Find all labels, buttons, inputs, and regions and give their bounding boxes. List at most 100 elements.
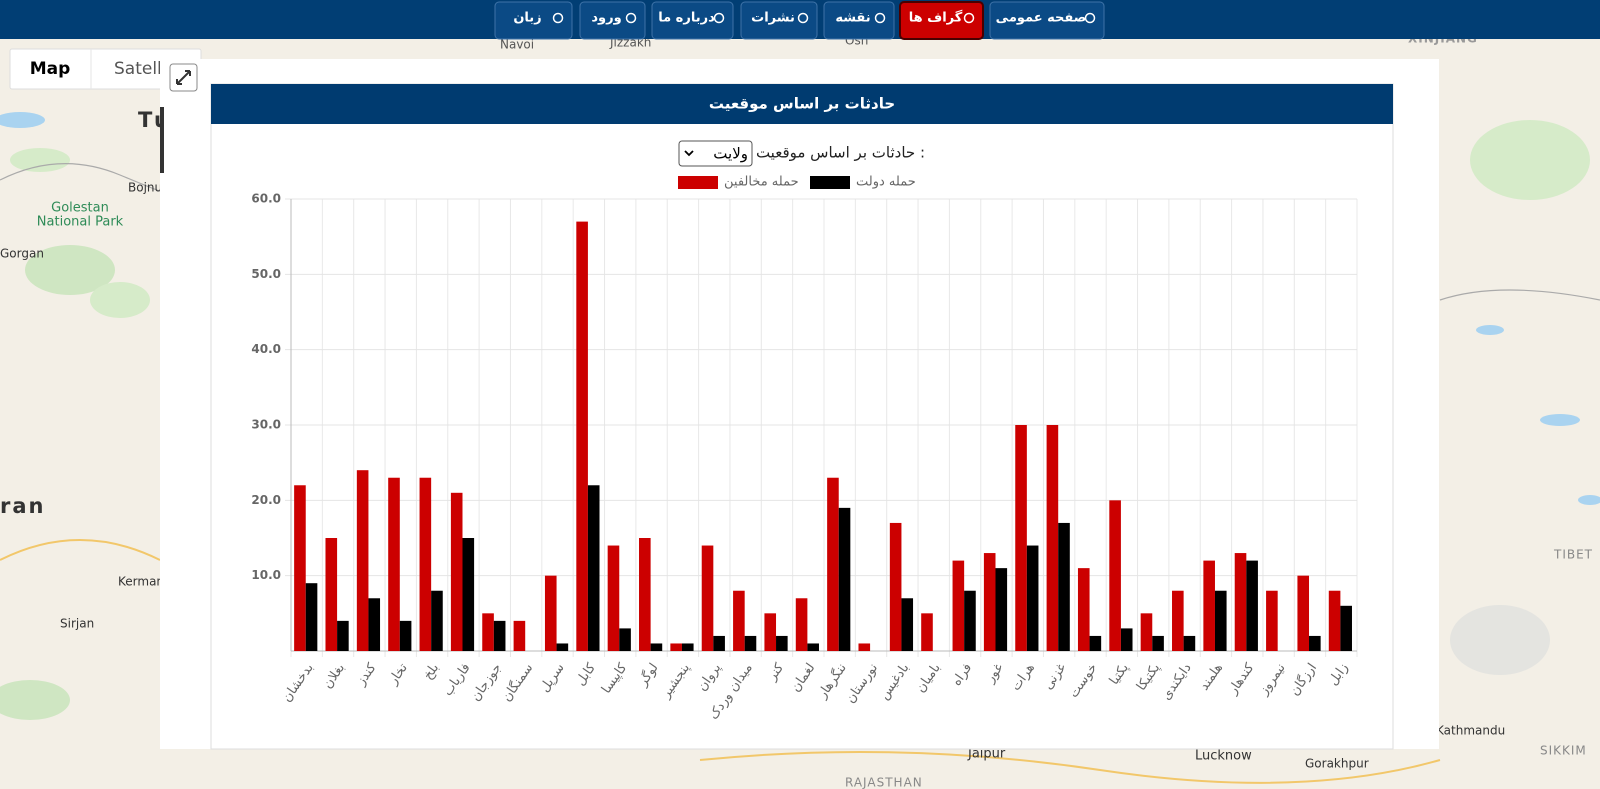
bar: [1297, 575, 1310, 651]
map-label: RAJASTHAN: [845, 776, 923, 789]
nav-label: گراف ها: [909, 10, 963, 26]
bar: [576, 221, 588, 651]
bar: [1109, 500, 1121, 651]
filter-select[interactable]: ولایت: [678, 140, 753, 167]
y-tick-label: 10.0: [251, 568, 281, 582]
y-tick-label: 50.0: [251, 267, 281, 281]
bar: [399, 620, 412, 651]
satellite-button[interactable]: Satell: [114, 59, 162, 79]
nav-label: زبان: [513, 11, 541, 26]
bar: [1058, 522, 1070, 651]
map-label: Kerman: [118, 575, 164, 589]
bar: [1266, 590, 1278, 651]
map-label: TIBET: [1553, 548, 1593, 562]
nav-label: صفحه عمومی: [996, 11, 1087, 26]
bar: [325, 538, 338, 651]
nav-label: ورود: [591, 11, 621, 26]
bar: [952, 560, 965, 651]
bar: [482, 613, 494, 651]
map-label: ran: [0, 494, 45, 518]
bar: [670, 643, 682, 651]
map-label: Navoi: [500, 38, 534, 52]
nav-button[interactable]: [494, 1, 573, 40]
bar: [356, 470, 369, 651]
nav-icon: [625, 12, 637, 24]
bar: [607, 545, 620, 651]
map-label: SIKKIM: [1540, 744, 1587, 758]
bar: [827, 477, 839, 651]
bar: [513, 620, 526, 651]
nav-button[interactable]: [989, 1, 1105, 40]
nav-icon: [552, 12, 564, 24]
bar: [1077, 568, 1090, 651]
bar: [450, 492, 463, 651]
bar: [681, 643, 694, 651]
bar: [1140, 613, 1153, 651]
bar: [587, 485, 600, 651]
bar: [1246, 560, 1258, 651]
nav-button[interactable]: [899, 1, 984, 40]
bar: [1183, 635, 1196, 651]
bar: [368, 598, 381, 651]
bar: [1015, 425, 1027, 651]
map-button[interactable]: Map: [30, 59, 71, 79]
map-label: Jaipur: [967, 747, 1006, 762]
nav-button[interactable]: [579, 1, 646, 40]
bar: [1046, 425, 1059, 651]
bar: [713, 635, 725, 651]
bar: [556, 643, 569, 651]
map-label: Lucknow: [1195, 749, 1252, 764]
bar: [305, 583, 318, 651]
bar: [1120, 628, 1133, 651]
legend-label: حمله مخالفین: [724, 175, 799, 190]
bar: [462, 538, 475, 651]
bar: [733, 590, 745, 651]
nav-icon: [797, 12, 809, 24]
filter-label: حادثات بر اساس موقعیت :: [756, 144, 925, 162]
card-title: حادثات بر اساس موقعیت: [709, 95, 895, 113]
bar: [294, 485, 306, 651]
y-tick-label: 60.0: [251, 192, 281, 206]
bar: [764, 613, 777, 651]
bar: [1309, 635, 1321, 651]
bar: [1089, 635, 1102, 651]
bar: [1234, 553, 1247, 651]
bar: [744, 635, 757, 651]
bar: [795, 598, 808, 651]
nav-icon: [713, 12, 725, 24]
bar: [493, 620, 506, 651]
bar: [431, 590, 443, 651]
filter-value: ولایت: [713, 145, 748, 163]
bar: [838, 507, 851, 651]
bar: [995, 568, 1008, 651]
nav-icon: [874, 12, 886, 24]
y-tick-label: 40.0: [251, 342, 281, 356]
y-tick-label: 30.0: [251, 418, 281, 432]
scroll-handle: [160, 107, 164, 173]
map-label: National Park: [37, 215, 124, 230]
bar: [619, 628, 631, 651]
bar: [1172, 590, 1184, 651]
nav-button[interactable]: [823, 1, 895, 40]
bar: [337, 620, 349, 651]
bar: [964, 590, 976, 651]
bar: [889, 522, 902, 651]
bar: [1328, 590, 1341, 651]
bar: [901, 598, 914, 651]
nav-label: نقشه: [835, 11, 870, 26]
bar: [921, 613, 933, 651]
card-header: [211, 84, 1393, 124]
bar: [1340, 605, 1352, 651]
legend-swatch: [810, 176, 850, 189]
fullscreen-button[interactable]: [169, 63, 198, 92]
bar: [544, 575, 557, 651]
bar: [1214, 590, 1227, 651]
map-label: Golestan: [51, 201, 109, 216]
bar: [1152, 635, 1164, 651]
bar: [1203, 560, 1215, 651]
bar: [650, 643, 663, 651]
nav-button[interactable]: [651, 1, 734, 40]
nav-button[interactable]: [740, 1, 818, 40]
legend-swatch: [678, 176, 718, 189]
bar: [776, 635, 788, 651]
